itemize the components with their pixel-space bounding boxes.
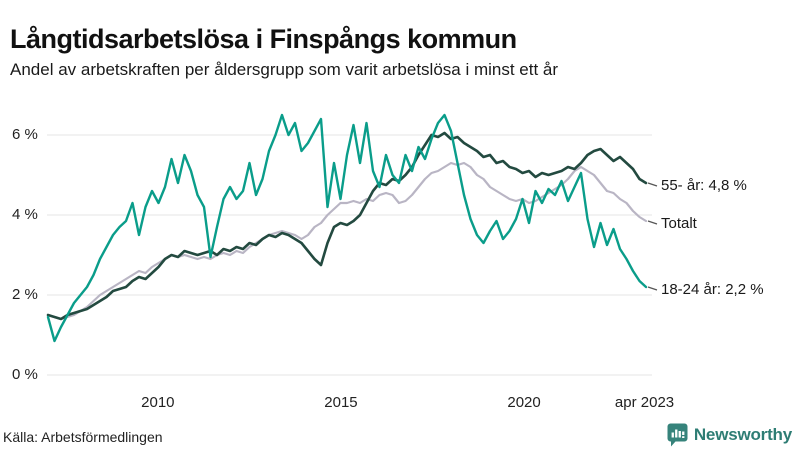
page-title: Långtidsarbetslösa i Finspångs kommun [10,24,517,55]
x-tick-label: 2010 [141,394,175,411]
x-tick-label: apr 2023 [614,394,675,411]
end-label-connector [647,220,658,225]
series-line-Totalt [46,161,648,321]
y-tick-label: 4 % [12,206,38,223]
end-label-connector [647,182,658,187]
page-subtitle: Andel av arbetskraften per åldersgrupp s… [10,60,559,79]
newsworthy-branding: Newsworthy [667,423,792,447]
x-tick-label: 2015 [324,394,358,411]
series-end-label: Totalt [661,215,697,232]
newsworthy-wordmark: Newsworthy [693,425,792,444]
series-line-18-24r [46,113,648,343]
series-end-label: 18-24 år: 2,2 % [661,281,764,298]
source-text: Källa: Arbetsförmedlingen [3,429,163,445]
x-tick-label: 2020 [507,394,541,411]
series-end-label: 55- år: 4,8 % [661,177,747,194]
y-tick-label: 6 % [12,126,38,143]
y-tick-label: 2 % [12,286,38,303]
series-line-55-r [46,131,648,321]
y-tick-label: 0 % [12,366,38,383]
newsworthy-logo-icon [667,423,688,447]
end-label-connector [647,286,658,291]
